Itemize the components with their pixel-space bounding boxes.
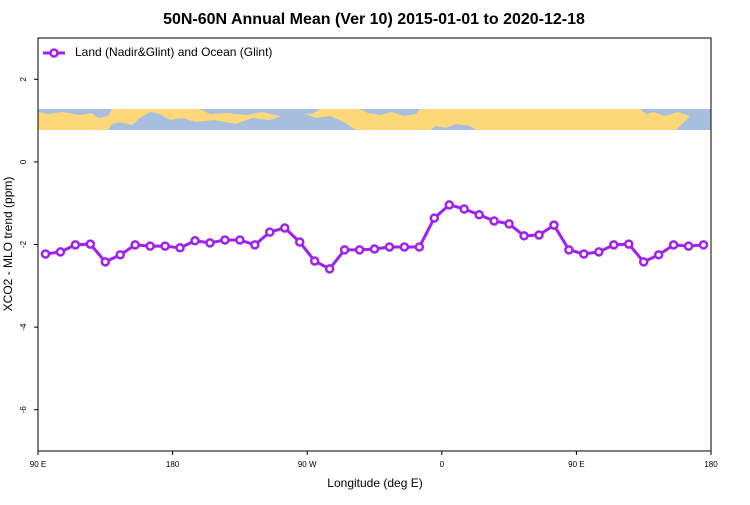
x-tick-label: 90 E: [30, 460, 46, 469]
y-tick-label: 2: [19, 77, 28, 82]
map-ocean: [38, 109, 112, 118]
point: [698, 240, 709, 250]
point: [399, 242, 410, 252]
map-ocean: [430, 124, 476, 130]
point: [474, 210, 484, 220]
map-ocean: [200, 109, 320, 116]
y-tick-label: -6: [19, 406, 28, 414]
point: [235, 235, 245, 245]
point: [100, 257, 111, 267]
point: [504, 219, 514, 229]
point: [683, 241, 694, 251]
point: [70, 240, 81, 250]
point: [115, 250, 126, 260]
point: [549, 220, 559, 230]
point: [175, 243, 185, 253]
map-ocean: [640, 109, 711, 130]
point: [265, 227, 275, 237]
y-axis-label: XCO2 - MLO trend (ppm): [1, 177, 15, 312]
point: [668, 240, 679, 250]
point: [309, 256, 320, 266]
x-tick-label: 0: [440, 460, 445, 469]
point: [220, 235, 230, 245]
point: [250, 240, 260, 250]
point: [594, 247, 604, 257]
y-tick-label: -4: [19, 323, 28, 331]
x-tick-label: 90 W: [298, 460, 317, 469]
point: [519, 231, 529, 241]
point: [85, 239, 96, 249]
x-tick-label: 180: [166, 460, 180, 469]
y-tick-label: 0: [19, 159, 28, 164]
point: [579, 249, 589, 259]
point: [130, 240, 140, 250]
point: [489, 216, 499, 226]
legend-label: Land (Nadir&Glint) and Ocean (Glint): [75, 45, 272, 59]
map-ocean: [108, 112, 356, 130]
chart-title: 50N-60N Annual Mean (Ver 10) 2015-01-01 …: [163, 11, 585, 28]
x-tick-label: 180: [704, 460, 718, 469]
point: [444, 200, 455, 210]
point: [414, 242, 425, 252]
point: [564, 245, 574, 255]
point: [653, 250, 664, 260]
legend-marker: [49, 48, 59, 58]
point: [384, 242, 395, 252]
point: [609, 240, 619, 250]
point: [369, 244, 380, 254]
x-tick-label: 90 E: [568, 460, 584, 469]
point: [160, 241, 170, 251]
map-ocean: [360, 109, 420, 116]
point: [280, 223, 290, 233]
point: [40, 249, 51, 259]
point: [145, 241, 155, 251]
point: [294, 237, 305, 247]
series-line: [45, 203, 704, 271]
point: [429, 213, 440, 223]
point: [205, 238, 215, 248]
point: [459, 204, 469, 214]
point: [339, 245, 350, 255]
point: [354, 245, 365, 255]
point: [534, 230, 544, 240]
point: [55, 247, 66, 257]
point: [324, 264, 335, 274]
point: [638, 257, 649, 267]
point: [190, 236, 200, 246]
map-strip: [38, 109, 711, 130]
point: [623, 239, 634, 249]
y-tick-label: -2: [19, 240, 28, 248]
x-axis-label: Longitude (deg E): [327, 476, 422, 490]
